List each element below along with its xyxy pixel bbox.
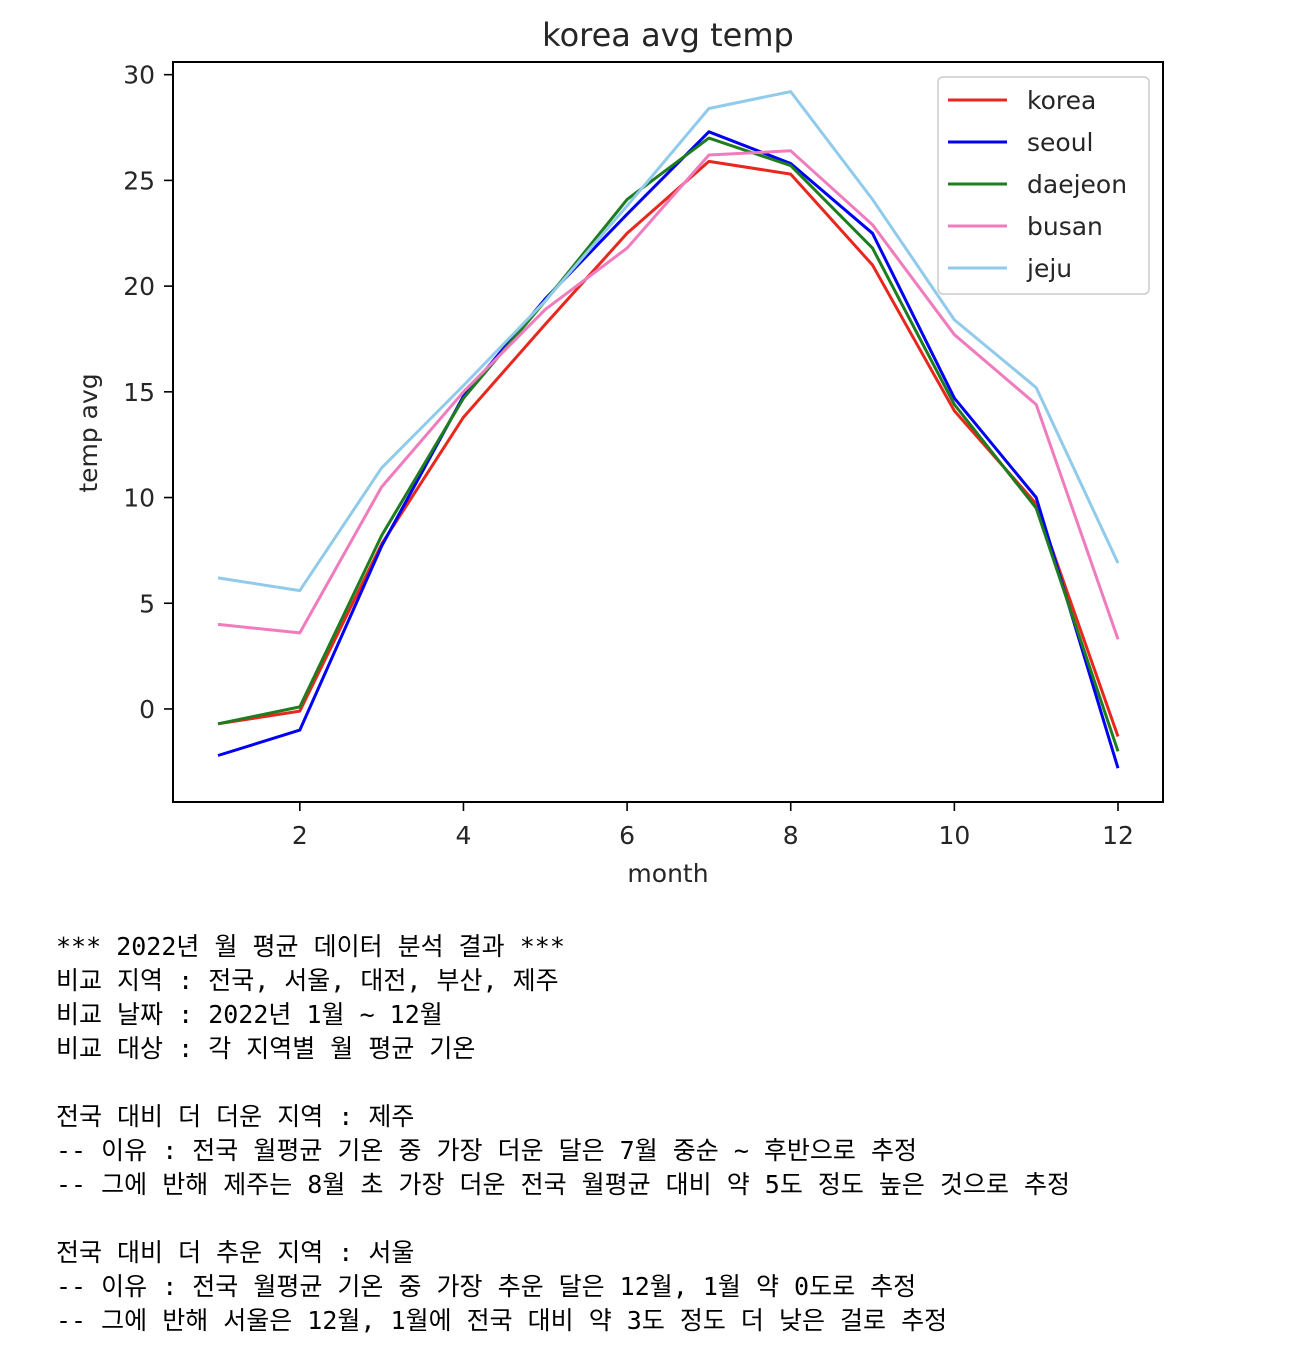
x-tick-label: 10 [938, 821, 970, 850]
output-line: 전국 대비 더 더운 지역 : 제주 [56, 1102, 415, 1131]
y-tick-label: 0 [139, 695, 155, 724]
legend: korea seoul daejeon busan jeju [937, 76, 1150, 295]
chart: korea avg temp month temp avg 2 4 6 8 10 12 0 5… [74, 16, 1164, 888]
plot-frame [172, 61, 1164, 803]
output-line: 비교 지역 : 전국, 서울, 대전, 부산, 제주 [56, 966, 559, 995]
x-tick-label: 2 [292, 821, 308, 850]
plot-area: 2 4 6 8 10 12 0 5 10 15 20 25 30 [123, 61, 1164, 850]
output-line: 전국 대비 더 추운 지역 : 서울 [56, 1238, 415, 1267]
series-line-busan [217, 149, 1120, 640]
y-tick-label: 5 [139, 589, 155, 618]
series-line-korea [217, 159, 1120, 737]
y-tick-label: 15 [123, 378, 155, 407]
output-line: *** 2022년 월 평균 데이터 분석 결과 *** [56, 932, 565, 961]
legend-label-busan: busan [1027, 212, 1103, 241]
legend-label-jeju: jeju [1026, 254, 1072, 283]
series-line-seoul [217, 130, 1120, 769]
x-tick-label: 8 [783, 821, 799, 850]
output-line: 비교 날짜 : 2022년 1월 ~ 12월 [56, 1000, 443, 1029]
output-line: 비교 대상 : 각 지역별 월 평균 기온 [56, 1034, 476, 1063]
output-line: -- 이유 : 전국 월평균 기온 중 가장 추운 달은 12월, 1월 약 0… [56, 1272, 917, 1301]
y-tick-label: 25 [123, 166, 155, 195]
x-tick-label: 6 [619, 821, 635, 850]
series-line-jeju [217, 90, 1120, 593]
y-tick-label: 10 [123, 484, 155, 513]
legend-label-seoul: seoul [1027, 128, 1094, 157]
series-line-daejeon [217, 136, 1120, 752]
output-line [56, 1202, 1276, 1236]
y-tick-label: 20 [123, 272, 155, 301]
analysis-output: *** 2022년 월 평균 데이터 분석 결과 *** 비교 지역 : 전국, … [56, 930, 1276, 1338]
legend-label-daejeon: daejeon [1027, 170, 1127, 199]
output-line: -- 그에 반해 서울은 12월, 1월에 전국 대비 약 3도 정도 더 낮은… [56, 1306, 948, 1335]
x-tick-label: 4 [456, 821, 472, 850]
output-line: -- 그에 반해 제주는 8월 초 가장 더운 전국 월평균 대비 약 5도 정… [56, 1170, 1071, 1199]
output-line [56, 1066, 1276, 1100]
y-axis-label: temp avg [74, 373, 103, 492]
output-line: -- 이유 : 전국 월평균 기온 중 가장 더운 달은 7월 중순 ~ 후반으… [56, 1136, 917, 1165]
x-axis-label: month [627, 859, 708, 888]
chart-title: korea avg temp [542, 16, 794, 54]
line-chart-svg: korea avg temp month temp avg 2 4 6 8 10 12 0 5… [74, 16, 1164, 888]
x-tick-label: 12 [1102, 821, 1134, 850]
legend-box [937, 76, 1150, 295]
legend-label-korea: korea [1027, 86, 1096, 115]
y-tick-label: 30 [123, 61, 155, 90]
